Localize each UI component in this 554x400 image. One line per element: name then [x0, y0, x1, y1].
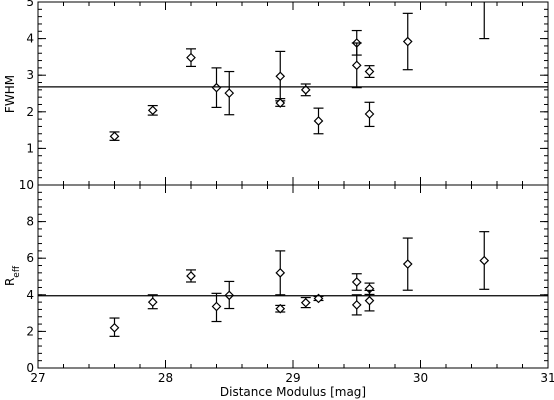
fwhm-y-tick-label: 1 [26, 141, 34, 155]
reff-data-points [109, 231, 490, 337]
x-tick-label: 31 [540, 371, 554, 385]
fwhm-y-tick-label: 2 [26, 105, 34, 119]
reff-data-point [275, 267, 286, 278]
x-axis-ticks: 27 28 29 30 31 [30, 371, 554, 385]
fwhm-data-point [224, 88, 235, 98]
fwhm-y-tick-label: 5 [26, 0, 34, 9]
fwhm-y-axis-label: FWHM [3, 75, 17, 113]
reff-plot-frame [37, 184, 549, 369]
reff-y-axis-label-sub: eff [12, 265, 22, 278]
fwhm-data-point [351, 60, 362, 71]
fwhm-data-point [300, 84, 311, 95]
reff-panel: 0 2 4 6 8 10 Reff [3, 178, 549, 375]
reff-y-tick-label: 8 [26, 215, 34, 229]
fwhm-data-point [402, 36, 413, 47]
fwhm-data-point [109, 131, 120, 142]
fwhm-y-tick-label: 4 [26, 32, 34, 46]
fwhm-data-point [313, 116, 324, 126]
fwhm-data-point [275, 71, 286, 82]
reff-data-point [402, 259, 413, 269]
reff-data-point [351, 277, 362, 287]
x-tick-label: 30 [413, 371, 428, 385]
reff-data-point [186, 271, 196, 281]
reff-data-point [275, 303, 286, 314]
reff-y-ticks: 0 2 4 6 8 10 [19, 178, 549, 375]
reff-y-tick-label: 0 [26, 361, 34, 375]
x-tick-label: 28 [158, 371, 173, 385]
fwhm-y-tick-label: 3 [26, 68, 34, 82]
reff-y-tick-label: 10 [19, 178, 34, 192]
reff-data-point [147, 297, 158, 307]
reff-data-point [211, 301, 222, 312]
reff-data-point [313, 293, 324, 304]
fwhm-plot-frame [37, 1, 549, 186]
reff-y-axis-label-main: R [3, 278, 17, 286]
reff-data-point [364, 295, 375, 306]
fwhm-panel: 1 2 3 4 5 FWHM [3, 0, 549, 186]
fwhm-data-point [211, 82, 222, 93]
fwhm-data-point [275, 98, 286, 108]
reff-data-point [109, 322, 120, 333]
reff-y-axis-label: Reff [3, 265, 22, 286]
fwhm-y-ticks: 1 2 3 4 5 [26, 0, 549, 186]
x-tick-label: 29 [285, 371, 300, 385]
x-tick-label: 27 [30, 371, 45, 385]
fwhm-data-point [364, 109, 375, 119]
reff-y-tick-label: 6 [26, 251, 34, 265]
fwhm-data-point [186, 52, 196, 63]
reff-data-point [351, 300, 362, 310]
fwhm-data-point [147, 105, 158, 116]
reff-data-point [300, 297, 311, 308]
x-axis-label: Distance Modulus [mag] [220, 385, 366, 399]
reff-y-tick-label: 4 [26, 288, 34, 302]
reff-data-point [479, 255, 490, 266]
fwhm-data-point [364, 66, 375, 77]
reff-y-tick-label: 2 [26, 324, 34, 338]
fwhm-data-points [109, 2, 490, 142]
